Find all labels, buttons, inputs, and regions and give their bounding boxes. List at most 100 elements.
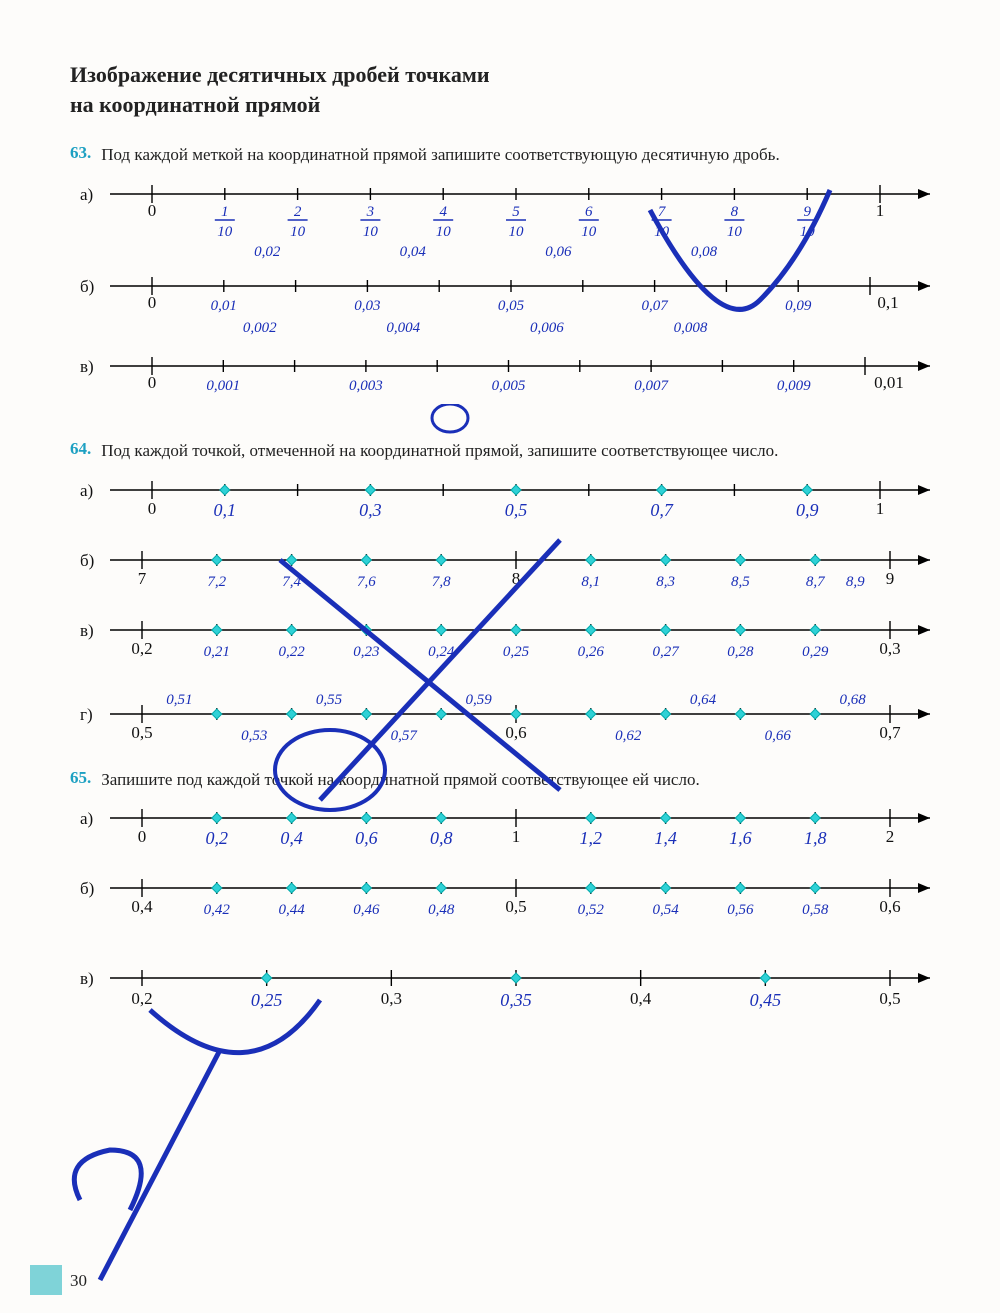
svg-text:1: 1 <box>876 499 885 518</box>
svg-text:0,53: 0,53 <box>241 728 267 744</box>
svg-text:0,01: 0,01 <box>874 373 904 392</box>
numberline-64a-svg: а) 010,10,30,50,70,9 <box>70 474 950 534</box>
svg-text:0,23: 0,23 <box>353 644 379 660</box>
svg-text:9: 9 <box>803 204 811 220</box>
line-label-b: б) <box>80 277 94 296</box>
hand-mark-O <box>70 404 950 434</box>
svg-text:0,03: 0,03 <box>354 298 380 314</box>
svg-text:0,26: 0,26 <box>578 644 605 660</box>
numberline-65v-svg: в) 0,20,30,40,50,250,350,45 <box>70 962 950 1022</box>
svg-text:0,58: 0,58 <box>802 902 829 918</box>
svg-text:0,5: 0,5 <box>879 989 900 1008</box>
svg-text:0,07: 0,07 <box>641 298 669 314</box>
svg-text:0,24: 0,24 <box>428 644 455 660</box>
svg-text:7,6: 7,6 <box>357 574 376 590</box>
svg-text:5: 5 <box>512 204 520 220</box>
svg-text:0,28: 0,28 <box>727 644 754 660</box>
svg-text:в): в) <box>80 969 94 988</box>
line-63v: в) 00,010,0010,0030,0050,0070,009 <box>70 350 950 406</box>
svg-text:1,4: 1,4 <box>654 828 677 848</box>
svg-text:0,009: 0,009 <box>777 378 811 394</box>
problem-text-65: Запишите под каждой точкой на координатн… <box>101 768 921 793</box>
svg-text:1,2: 1,2 <box>580 828 603 848</box>
svg-text:0,4: 0,4 <box>280 828 303 848</box>
svg-text:0,29: 0,29 <box>802 644 829 660</box>
svg-text:0,55: 0,55 <box>316 692 343 708</box>
svg-text:0,7: 0,7 <box>650 500 674 520</box>
svg-text:0,21: 0,21 <box>204 644 230 660</box>
svg-text:а): а) <box>80 481 93 500</box>
svg-text:1: 1 <box>221 204 229 220</box>
svg-text:0,54: 0,54 <box>652 902 679 918</box>
svg-text:0,4: 0,4 <box>131 897 153 916</box>
svg-text:0,48: 0,48 <box>428 902 455 918</box>
svg-text:0,6: 0,6 <box>505 723 526 742</box>
svg-text:0,22: 0,22 <box>278 644 305 660</box>
svg-text:0,01: 0,01 <box>211 298 237 314</box>
svg-text:6: 6 <box>585 204 593 220</box>
svg-text:8: 8 <box>731 204 739 220</box>
line-65b: б) 0,40,50,60,420,440,460,480,520,540,56… <box>70 872 950 932</box>
numberline-63b-svg: б) 00,10,010,030,050,070,090,0020,0040,0… <box>70 270 950 340</box>
svg-text:10: 10 <box>581 224 597 240</box>
svg-text:10: 10 <box>509 224 525 240</box>
problem-number-65: 65. <box>70 768 91 788</box>
problem-65: 65. Запишите под каждой точкой на коорди… <box>70 768 950 793</box>
svg-text:1: 1 <box>512 827 521 846</box>
svg-text:0,1: 0,1 <box>877 293 898 312</box>
svg-text:0,46: 0,46 <box>353 902 380 918</box>
svg-text:0,57: 0,57 <box>391 728 419 744</box>
svg-text:0,42: 0,42 <box>204 902 231 918</box>
svg-text:0,005: 0,005 <box>492 378 526 394</box>
svg-text:7,4: 7,4 <box>282 574 301 590</box>
svg-text:8,7: 8,7 <box>806 574 826 590</box>
svg-text:0,5: 0,5 <box>131 723 152 742</box>
svg-text:4: 4 <box>439 204 447 220</box>
numberline-64g-svg: г) 0,50,60,70,510,550,590,640,680,530,57… <box>70 684 950 754</box>
svg-text:0,68: 0,68 <box>839 692 866 708</box>
page-number: 30 <box>70 1271 87 1291</box>
svg-text:0,4: 0,4 <box>630 989 652 1008</box>
svg-text:1: 1 <box>876 201 885 220</box>
line-65a: а) 0120,20,40,60,81,21,41,61,8 <box>70 802 950 862</box>
svg-text:10: 10 <box>436 224 452 240</box>
svg-text:0,5: 0,5 <box>505 500 528 520</box>
line-65v: в) 0,20,30,40,50,250,350,45 <box>70 962 950 1022</box>
svg-text:0,44: 0,44 <box>278 902 305 918</box>
line-63b: б) 00,10,010,030,050,070,090,0020,0040,0… <box>70 270 950 340</box>
svg-text:в): в) <box>80 621 94 640</box>
svg-text:б): б) <box>80 879 94 898</box>
problem-text-64: Под каждой точкой, отмеченной на координ… <box>101 439 921 464</box>
svg-text:0,8: 0,8 <box>430 828 453 848</box>
svg-text:0,004: 0,004 <box>386 320 420 336</box>
svg-text:3: 3 <box>366 204 375 220</box>
svg-text:0,008: 0,008 <box>674 320 708 336</box>
svg-text:9: 9 <box>886 569 895 588</box>
svg-text:8,1: 8,1 <box>581 574 600 590</box>
svg-text:0,2: 0,2 <box>131 989 152 1008</box>
problem-63: 63. Под каждой меткой на координатной пр… <box>70 143 950 168</box>
line-64g: г) 0,50,60,70,510,550,590,640,680,530,57… <box>70 684 950 754</box>
svg-text:0: 0 <box>148 293 157 312</box>
svg-text:10: 10 <box>217 224 233 240</box>
svg-text:0,51: 0,51 <box>166 692 192 708</box>
svg-text:0,6: 0,6 <box>879 897 900 916</box>
svg-text:0,3: 0,3 <box>359 500 382 520</box>
svg-text:8: 8 <box>512 569 521 588</box>
title-line-2: на координатной прямой <box>70 92 320 117</box>
svg-text:10: 10 <box>654 224 670 240</box>
svg-text:0,006: 0,006 <box>530 320 564 336</box>
section-title: Изображение десятичных дробей точками на… <box>70 60 950 119</box>
numberline-65b-svg: б) 0,40,50,60,420,440,460,480,520,540,56… <box>70 872 950 932</box>
line-64v: в) 0,20,30,210,220,230,240,250,260,270,2… <box>70 614 950 674</box>
svg-text:0,09: 0,09 <box>785 298 812 314</box>
svg-text:0,001: 0,001 <box>206 378 240 394</box>
svg-text:0,59: 0,59 <box>465 692 492 708</box>
svg-text:8,3: 8,3 <box>656 574 675 590</box>
line-64a: а) 010,10,30,50,70,9 <box>70 474 950 534</box>
svg-text:г): г) <box>80 705 93 724</box>
numberline-63v-svg: в) 00,010,0010,0030,0050,0070,009 <box>70 350 950 406</box>
svg-text:0,56: 0,56 <box>727 902 754 918</box>
workbook-page: Изображение десятичных дробей точками на… <box>0 0 1000 1313</box>
svg-text:0,6: 0,6 <box>355 828 378 848</box>
